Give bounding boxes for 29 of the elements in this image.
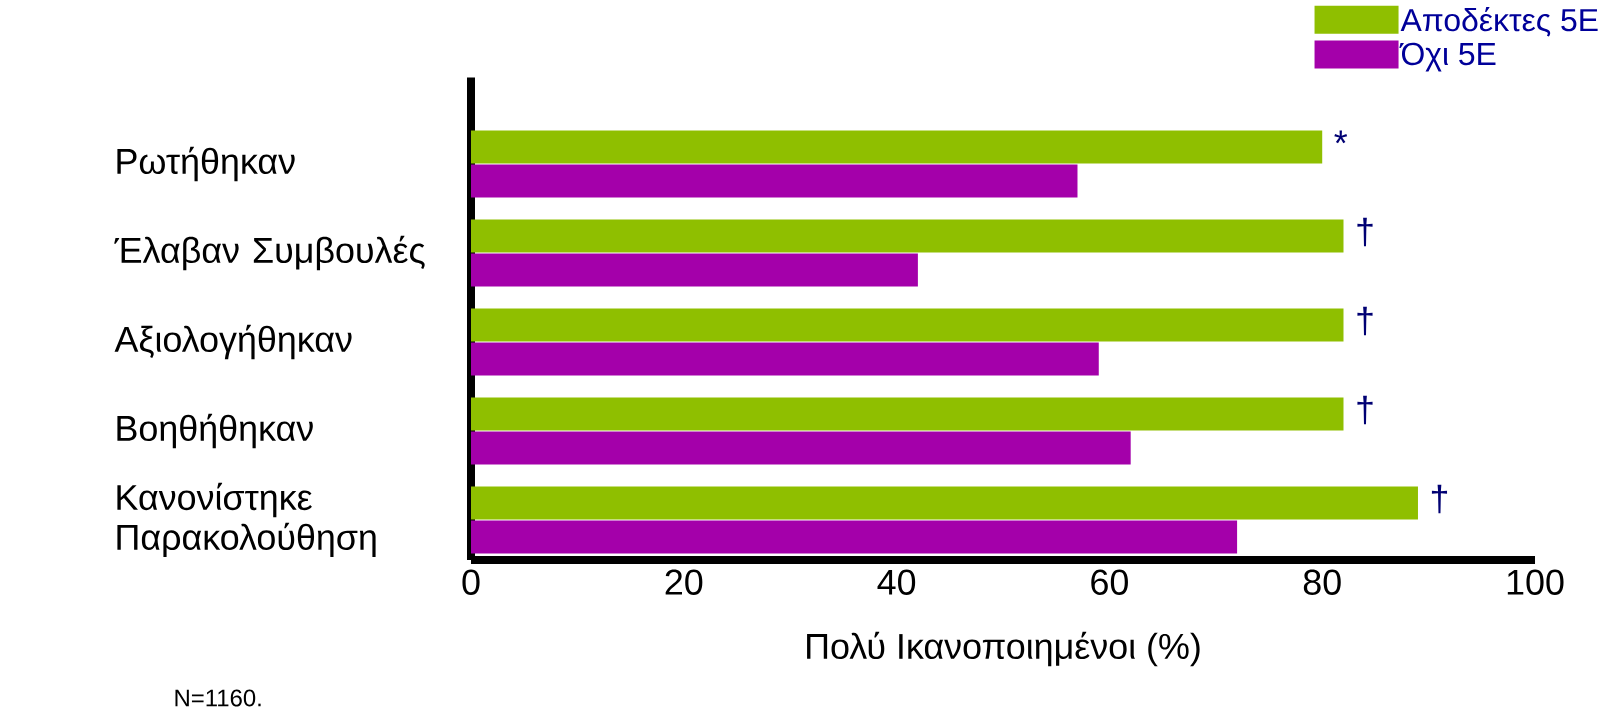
bar	[471, 431, 1131, 465]
y-tick-label: Βοηθήθηκαν	[117, 413, 313, 449]
y-tick-label: Έλαβαν Συμβουλές	[114, 235, 425, 271]
legend-label: Αποδέκτες 5E	[1400, 7, 1598, 37]
annotation: †	[1357, 395, 1373, 425]
annotation: †	[1357, 306, 1373, 336]
bar	[471, 130, 1323, 164]
x-tick-label: 0	[462, 569, 480, 595]
x-axis-title: Πολύ Ικανοποιημένοι (%)	[807, 631, 1200, 667]
bar	[471, 397, 1344, 431]
text: N=1160.	[175, 689, 261, 707]
bar	[471, 486, 1418, 520]
y-tick-label: Ρωτήθηκαν	[117, 146, 295, 182]
x-tick-label: 20	[665, 569, 703, 595]
annotation: †	[1357, 217, 1373, 247]
bar	[471, 219, 1344, 253]
x-tick-label: 60	[1091, 569, 1128, 595]
x-tick-label: 80	[1303, 569, 1341, 595]
bar	[471, 342, 1099, 376]
y-tick-label: Κανονίστηκε Παρακολούθηση	[117, 482, 376, 558]
bar	[471, 164, 1078, 198]
x-tick-label: 100	[1507, 569, 1564, 595]
annotation: †	[1431, 484, 1448, 514]
bar	[471, 253, 918, 287]
legend-label: Όχι 5E	[1399, 42, 1496, 72]
bar	[471, 308, 1344, 342]
annotation: *	[1334, 130, 1348, 144]
y-tick-label: Αξιολογήθηκαν	[114, 324, 352, 360]
x-tick-label: 40	[877, 569, 916, 595]
